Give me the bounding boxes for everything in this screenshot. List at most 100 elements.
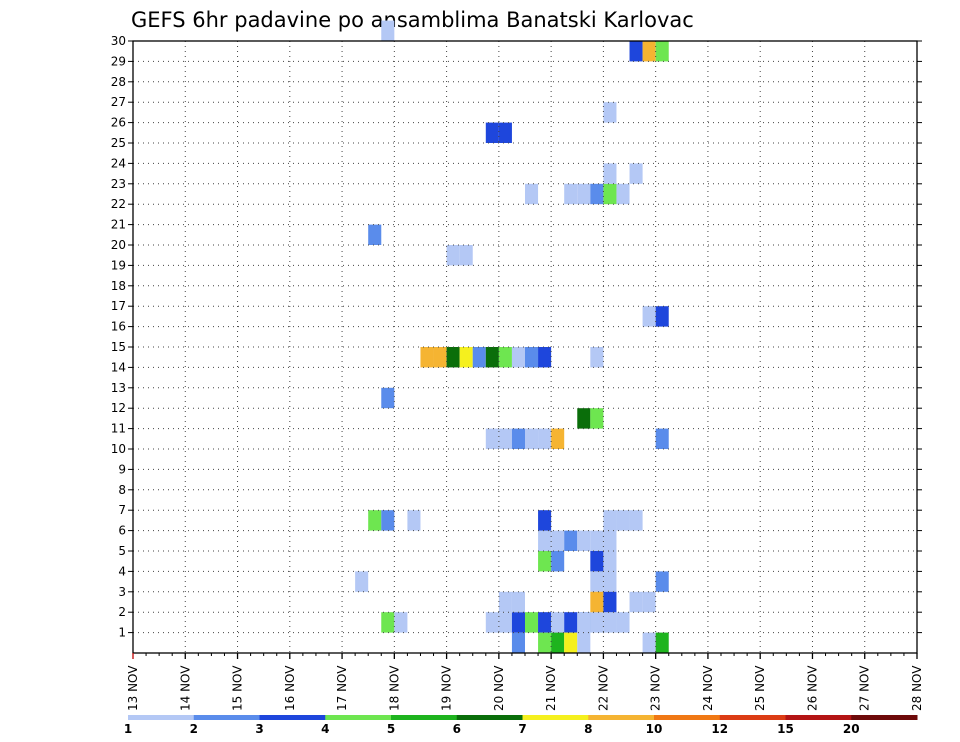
y-axis: 1234567891011121314151617181920212223242… <box>111 34 922 640</box>
y-tick-label: 14 <box>111 360 126 374</box>
heatmap-cell <box>498 428 512 449</box>
heatmap-cell <box>551 428 565 449</box>
x-tick-label: 26 NOV <box>805 665 819 711</box>
heatmap-cells <box>355 20 669 653</box>
colorbar-segment <box>654 715 721 720</box>
colorbar-segment <box>259 715 326 720</box>
heatmap-cell <box>603 551 617 572</box>
y-tick-label: 18 <box>111 279 126 293</box>
colorbar-label: 15 <box>777 722 794 736</box>
x-tick-label: 23 NOV <box>649 665 663 711</box>
heatmap-cell <box>655 41 669 62</box>
colorbar-label: 7 <box>518 722 526 736</box>
x-tick-label: 19 NOV <box>440 665 454 711</box>
heatmap-cell <box>590 183 604 205</box>
colorbar-label: 4 <box>321 722 329 736</box>
heatmap-cell <box>616 612 630 633</box>
y-tick-label: 16 <box>111 320 126 334</box>
heatmap-cell <box>511 632 525 653</box>
colorbar-segment <box>588 715 655 720</box>
y-tick-label: 10 <box>111 442 126 456</box>
heatmap-cell <box>420 347 434 368</box>
heatmap-cell <box>616 183 630 205</box>
heatmap-cell <box>603 163 617 184</box>
colorbar-label: 5 <box>387 722 395 736</box>
colorbar-label: 8 <box>584 722 592 736</box>
y-tick-label: 27 <box>111 95 126 109</box>
heatmap-cell <box>511 428 525 449</box>
heatmap-cell <box>551 632 565 653</box>
grid-lines <box>133 41 917 653</box>
colorbar-segment <box>325 715 392 720</box>
y-tick-label: 24 <box>111 156 126 170</box>
heatmap-cell <box>564 530 578 551</box>
heatmap-cell <box>603 183 617 205</box>
heatmap-cell <box>629 591 643 613</box>
heatmap-cell <box>485 347 499 368</box>
heatmap-cell <box>485 612 499 633</box>
heatmap-cell <box>446 347 460 368</box>
x-tick-label: 17 NOV <box>335 665 349 711</box>
colorbar-label: 2 <box>190 722 198 736</box>
heatmap-cell <box>655 428 669 449</box>
heatmap-cell <box>603 571 617 592</box>
y-tick-label: 15 <box>111 340 126 354</box>
heatmap-cell <box>355 571 369 592</box>
heatmap-cell <box>511 347 525 368</box>
heatmap-cell <box>642 591 656 613</box>
heatmap-cell <box>498 612 512 633</box>
heatmap-cell <box>603 530 617 551</box>
x-tick-label: 14 NOV <box>178 665 192 711</box>
colorbar-label: 12 <box>711 722 728 736</box>
y-tick-label: 12 <box>111 401 126 415</box>
y-tick-label: 20 <box>111 238 126 252</box>
heatmap-cell <box>433 347 447 368</box>
x-tick-label: 20 NOV <box>492 665 506 711</box>
heatmap-cell <box>538 428 552 449</box>
heatmap-cell <box>551 530 565 551</box>
heatmap-cell <box>655 306 669 327</box>
x-tick-label: 25 NOV <box>753 665 767 711</box>
heatmap-cell <box>511 612 525 633</box>
y-tick-label: 3 <box>118 585 126 599</box>
heatmap-cell <box>642 41 656 62</box>
heatmap-cell <box>629 163 643 184</box>
colorbar-segment <box>785 715 852 720</box>
y-tick-label: 17 <box>111 299 126 313</box>
y-tick-label: 2 <box>118 605 126 619</box>
x-tick-label: 22 NOV <box>596 665 610 711</box>
x-tick-label: 15 NOV <box>231 665 245 711</box>
heatmap-cell <box>629 510 643 531</box>
y-tick-label: 19 <box>111 258 126 272</box>
heatmap-cell <box>446 245 460 266</box>
y-tick-label: 7 <box>118 503 126 517</box>
heatmap-cell <box>603 102 617 123</box>
heatmap-cell <box>577 612 591 633</box>
heatmap-cell <box>498 591 512 613</box>
heatmap-cell <box>590 408 604 429</box>
heatmap-cell <box>368 224 382 245</box>
y-tick-label: 26 <box>111 116 126 130</box>
heatmap-cell <box>381 387 395 409</box>
heatmap-cell <box>642 306 656 327</box>
y-tick-label: 5 <box>118 544 126 558</box>
heatmap-cell <box>459 245 473 266</box>
heatmap-cell <box>538 551 552 572</box>
heatmap-cell <box>525 183 539 205</box>
heatmap-cell <box>368 510 382 531</box>
x-axis: 13 NOV 14 NOV 15 NOV 16 NOV 17 NOV 18 NOV 19 N… <box>126 653 924 711</box>
colorbar-label: 1 <box>124 722 132 736</box>
y-tick-label: 25 <box>111 136 126 150</box>
heatmap-cell <box>564 183 578 205</box>
heatmap-cell <box>551 551 565 572</box>
y-tick-label: 30 <box>111 34 126 48</box>
heatmap-cell <box>551 612 565 633</box>
heatmap-cell <box>603 510 617 531</box>
heatmap-cell <box>538 612 552 633</box>
colorbar-segment <box>391 715 458 720</box>
heatmap-cell <box>629 41 643 62</box>
heatmap-cell <box>577 183 591 205</box>
heatmap-cell <box>590 591 604 613</box>
heatmap-cell <box>564 612 578 633</box>
